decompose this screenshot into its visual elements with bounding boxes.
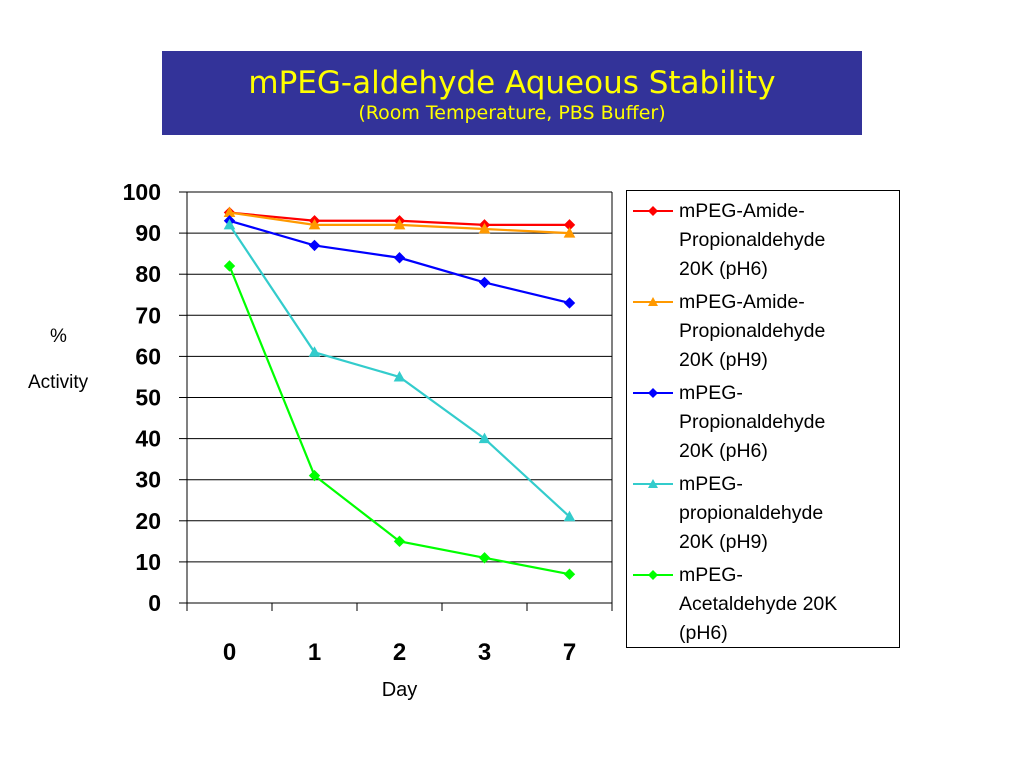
series-3-point-0: [223, 218, 236, 230]
legend-label-1: mPEG-Amide- Propionaldehyde 20K (pH9): [679, 288, 897, 375]
legend-label-0-line-0: mPEG-Amide-: [679, 200, 805, 222]
series-2-point-1: [308, 239, 321, 252]
series-2-point-2: [393, 252, 406, 264]
legend-marker-0: [648, 206, 658, 216]
legend-label-2: mPEG- Propionaldehyde 20K (pH6): [679, 379, 897, 466]
y-tick-label-0: 0: [148, 590, 161, 616]
legend-label-3: mPEG-propionaldehyde 20K (pH9): [679, 470, 897, 557]
series-2-point-4: [563, 297, 576, 309]
x-tick-label-3: 3: [478, 639, 491, 666]
x-tick-label-2: 2: [393, 639, 406, 666]
legend-item-0: mPEG-Amide- Propionaldehyde 20K (pH6): [627, 191, 901, 281]
legend-label-4-line-0: mPEG-: [679, 564, 743, 586]
y-tick-label-80: 80: [135, 261, 161, 287]
y-tick-label-20: 20: [135, 508, 161, 534]
legend-label-0: mPEG-Amide- Propionaldehyde 20K (pH6): [679, 197, 897, 284]
chart-legend: mPEG-Amide- Propionaldehyde 20K (pH6) mPEG-…: [626, 190, 900, 648]
series-3-line: [228, 224, 571, 518]
legend-label-0-line-2: 20K (pH6): [679, 258, 768, 280]
x-tick-label-7: 7: [563, 639, 576, 666]
legend-label-2-line-2: 20K (pH6): [679, 440, 768, 462]
series-3-point-2: [393, 370, 406, 382]
y-tick-label-60: 60: [135, 343, 161, 369]
y-tick-label-40: 40: [135, 426, 161, 452]
legend-label-3-line-1: propionaldehyde: [679, 502, 824, 524]
series-4-point-3: [478, 552, 491, 564]
legend-label-3-line-0: mPEG-: [679, 473, 743, 495]
series-3-point-3: [478, 432, 491, 444]
legend-item-2: mPEG- Propionaldehyde 20K (pH6): [627, 373, 901, 463]
legend-label-4-line-2: (pH6): [679, 622, 728, 644]
y-tick-label-90: 90: [135, 220, 161, 246]
legend-label-0-line-1: Propionaldehyde: [679, 229, 826, 251]
series-1-point-1: [308, 218, 321, 230]
legend-item-3: mPEG-propionaldehyde 20K (pH9): [627, 464, 901, 554]
x-tick-label-0: 0: [223, 639, 236, 666]
legend-label-1-line-1: Propionaldehyde: [679, 320, 826, 342]
series-4-point-0: [223, 260, 236, 272]
series-4-point-1: [308, 469, 321, 482]
legend-item-4: mPEG- Acetaldehyde 20K (pH6): [627, 555, 901, 645]
series-2-point-3: [478, 276, 491, 289]
legend-label-2-line-0: mPEG-: [679, 382, 743, 404]
x-tick-label-1: 1: [308, 639, 321, 666]
series-4-point-2: [393, 535, 406, 548]
series-3-point-1: [308, 346, 321, 357]
legend-label-2-line-1: Propionaldehyde: [679, 411, 826, 433]
y-axis-label-activity: Activity: [28, 372, 89, 393]
y-tick-label-70: 70: [135, 302, 161, 328]
legend-marker-3: [648, 479, 658, 488]
y-tick-label-100: 100: [123, 179, 161, 205]
chart-title: mPEG-aldehyde Aqueous Stability: [248, 65, 776, 101]
legend-label-1-line-0: mPEG-Amide-: [679, 291, 805, 313]
y-tick-label-10: 10: [135, 549, 161, 575]
legend-marker-4: [648, 570, 658, 580]
series-4-point-4: [563, 568, 576, 580]
legend-label-4-line-1: Acetaldehyde 20K: [679, 593, 838, 615]
title-banner: mPEG-aldehyde Aqueous Stability (Room Te…: [162, 51, 862, 135]
series-3-point-4: [563, 510, 576, 522]
y-tick-label-50: 50: [135, 385, 161, 411]
series-1-point-2: [393, 218, 406, 230]
series-4-line: [228, 265, 570, 576]
legend-label-4: mPEG- Acetaldehyde 20K (pH6): [679, 561, 897, 648]
legend-marker-2: [648, 388, 658, 398]
y-axis-label-percent: %: [50, 326, 67, 347]
legend-label-3-line-2: 20K (pH9): [679, 531, 768, 553]
y-tick-label-30: 30: [135, 467, 161, 493]
legend-marker-1: [648, 297, 658, 306]
x-axis-label: Day: [382, 679, 418, 701]
legend-item-1: mPEG-Amide- Propionaldehyde 20K (pH9): [627, 282, 901, 372]
series-1-point-4: [563, 227, 576, 238]
series-1-point-3: [478, 222, 491, 234]
chart-subtitle: (Room Temperature, PBS Buffer): [358, 102, 666, 124]
legend-label-1-line-2: 20K (pH9): [679, 349, 768, 371]
